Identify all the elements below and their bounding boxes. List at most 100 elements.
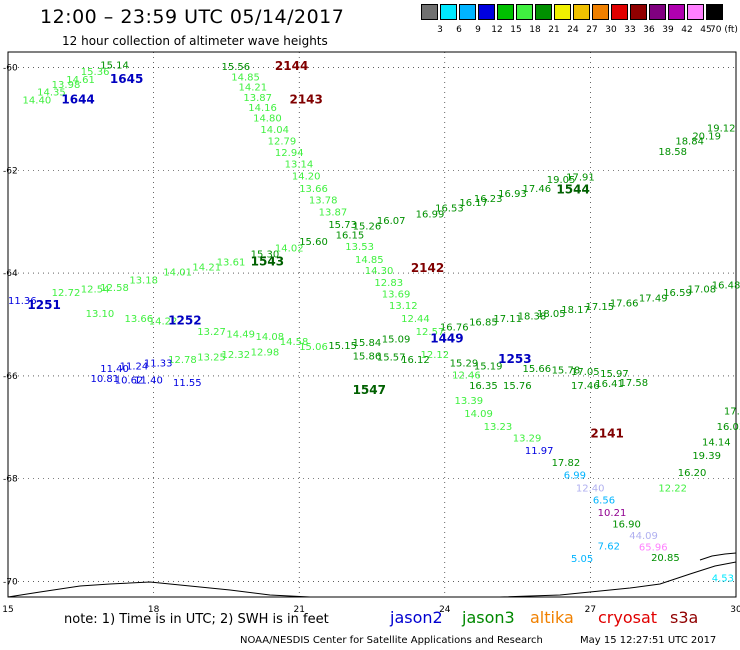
swh-value: 16.48 — [712, 281, 740, 292]
swh-value: 10.21 — [598, 508, 627, 519]
swh-value: 13.69 — [382, 289, 411, 300]
swh-value: 6.56 — [593, 495, 615, 506]
swh-value: 11.24 — [120, 362, 149, 373]
swh-value: 14.80 — [253, 113, 282, 124]
swh-value: 17.05 — [571, 367, 600, 378]
pass-label: 1543 — [251, 254, 284, 268]
swh-value: 13.87 — [319, 208, 348, 219]
swh-value: 5.05 — [571, 554, 593, 565]
swh-value: 19.39 — [692, 451, 721, 462]
lon-tick-label: 27 — [585, 605, 596, 615]
swh-value: 15.29 — [450, 359, 479, 370]
swh-value: 13.66 — [299, 184, 328, 195]
pass-label: 1547 — [353, 383, 386, 397]
swh-value: 16.90 — [612, 520, 641, 531]
swh-value: 13.25 — [197, 352, 226, 363]
swh-value: 15.60 — [299, 237, 328, 248]
legend-label: 15 — [510, 25, 522, 35]
swh-value: 15.57 — [377, 352, 406, 363]
legend-label: 27 — [586, 25, 598, 35]
swh-value: 13.53 — [345, 242, 374, 253]
legend-swatch — [497, 4, 514, 20]
swh-value: 17.49 — [639, 293, 668, 304]
swh-value: 12.83 — [374, 278, 403, 289]
legend-swatch — [573, 4, 590, 20]
swh-value: 16.35 — [469, 381, 498, 392]
swh-value: 14.61 — [66, 75, 95, 86]
pass-label: 2142 — [411, 261, 444, 275]
swh-value: 13.10 — [86, 309, 115, 320]
swh-value: 11.40 — [134, 376, 163, 387]
swh-value: 14.16 — [248, 103, 277, 114]
swh-value: 17.66 — [610, 299, 639, 310]
swh-value: 12.98 — [251, 347, 280, 358]
pass-label: 1449 — [430, 331, 463, 345]
swh-value: 13.14 — [285, 160, 314, 171]
lat-tick-label: -62 — [3, 166, 18, 176]
swh-value: 20.19 — [692, 131, 721, 142]
swh-value: 17.46 — [571, 381, 600, 392]
map-title: 12:00 – 23:59 UTC 05/14/2017 — [40, 6, 345, 28]
legend-label: 3 — [437, 25, 443, 35]
swh-value: 16.76 — [440, 323, 469, 334]
legend-label: 70 (ft) — [710, 25, 738, 35]
swh-value: 18.05 — [537, 309, 566, 320]
map-frame — [7, 51, 737, 598]
swh-value: 12.22 — [658, 484, 687, 495]
swh-value: 12.72 — [52, 288, 81, 299]
credit-text: NOAA/NESDIS Center for Satellite Applica… — [240, 635, 543, 646]
swh-value: 17.91 — [566, 173, 595, 184]
swh-value: 15.66 — [522, 364, 551, 375]
swh-value: 16.23 — [474, 194, 503, 205]
legend-swatch — [668, 4, 685, 20]
legend-swatch — [611, 4, 628, 20]
swh-value: 14.22 — [149, 317, 178, 328]
swh-value: 13.12 — [389, 301, 418, 312]
swh-value: 12.94 — [275, 148, 304, 159]
legend-swatch — [459, 4, 476, 20]
swh-value: 16.12 — [401, 355, 430, 366]
swh-value: 12.32 — [222, 350, 251, 361]
pass-label: 2143 — [289, 92, 322, 106]
legend-swatch — [706, 4, 723, 20]
legend-swatch — [421, 4, 438, 20]
swh-value: 14.01 — [163, 268, 192, 279]
swh-value: 12.57 — [416, 327, 445, 338]
legend-label: 45 — [700, 25, 712, 35]
satellite-s3a: s3a — [670, 608, 699, 627]
lat-tick-label: -70 — [3, 578, 18, 588]
swh-value: 12.46 — [452, 370, 481, 381]
swh-value: 16.99 — [416, 210, 445, 221]
coastline-path-2 — [699, 552, 737, 561]
swh-value: 15.06 — [299, 342, 328, 353]
lon-tick-label: 18 — [148, 605, 160, 615]
swh-value: 15.09 — [382, 334, 411, 345]
swh-value: 15.97 — [600, 369, 629, 380]
coastline-path — [7, 561, 737, 598]
pass-labels: 1645 1644 2144 2143 1544 1543 2142 1251 1252 1449… — [27, 59, 623, 441]
legend-swatch — [592, 4, 609, 20]
swh-value: 13.23 — [484, 422, 513, 433]
legend-label: 30 — [605, 25, 617, 35]
swh-value: 11.55 — [173, 378, 202, 389]
swh-value: 12.78 — [168, 355, 197, 366]
swh-value: 16.41 — [595, 379, 624, 390]
swh-value: 19.05 — [547, 175, 576, 186]
swh-value: 6.99 — [564, 471, 586, 482]
legend-label: 9 — [475, 25, 481, 35]
legend-swatch — [649, 4, 666, 20]
pass-label: 1253 — [498, 352, 531, 366]
coastline — [7, 552, 737, 598]
legend-swatch — [630, 4, 647, 20]
pass-label: 1645 — [110, 72, 143, 86]
swh-value: 18.38 — [518, 311, 547, 322]
lat-tick-label: -60 — [3, 63, 18, 73]
swh-value: 14.20 — [292, 172, 321, 183]
lon-tick-label: 15 — [2, 605, 13, 615]
swh-value: 15.76 — [503, 381, 532, 392]
pass-label: 1644 — [61, 92, 94, 106]
swh-value: 13.78 — [309, 196, 338, 207]
swh-value: 12.54 — [81, 285, 110, 296]
pass-label: 2144 — [275, 59, 308, 73]
